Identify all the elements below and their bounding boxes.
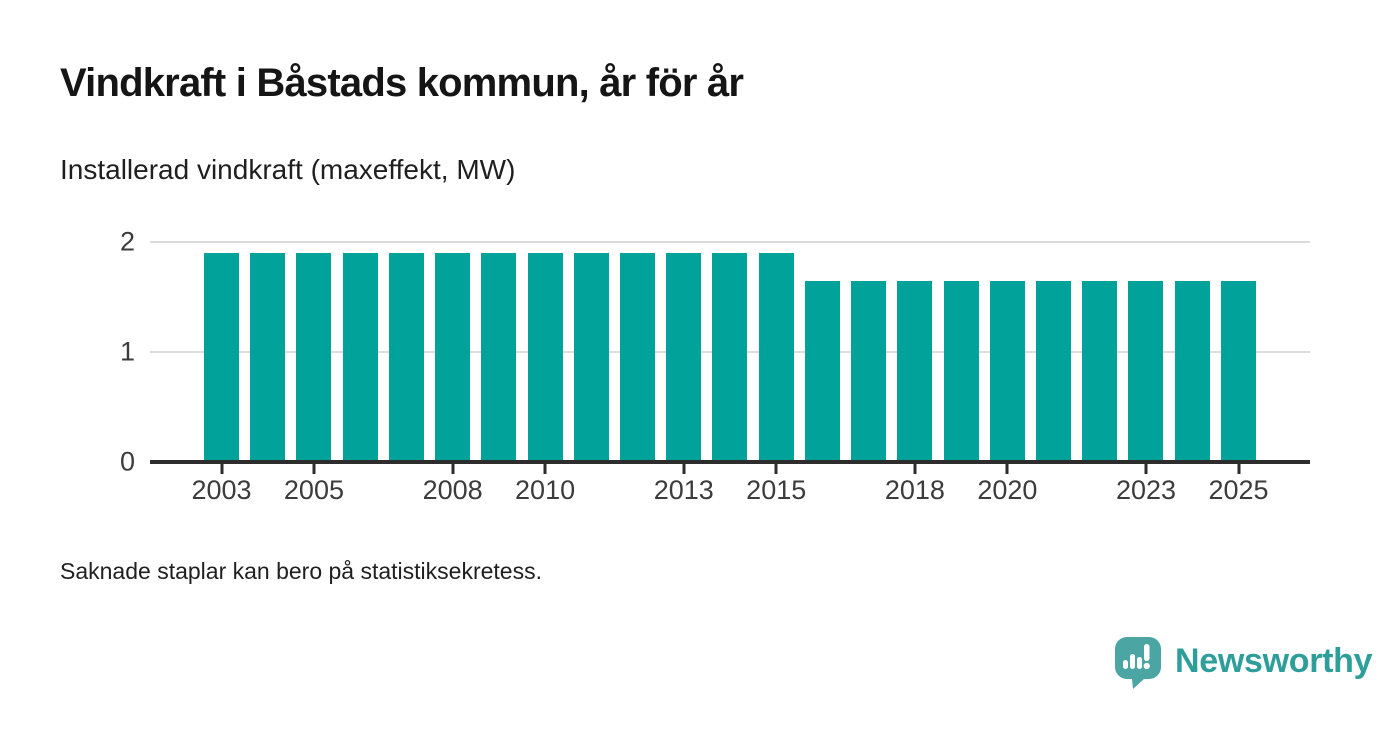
x-tick-2003 bbox=[220, 464, 223, 474]
bar-series bbox=[204, 242, 1256, 462]
x-tick-2015 bbox=[774, 464, 778, 474]
bar-2003 bbox=[204, 253, 239, 462]
x-axis-line bbox=[150, 460, 1310, 464]
y-axis-label-1: 1 bbox=[119, 336, 135, 367]
bar-2023 bbox=[1128, 280, 1164, 462]
bar-2024 bbox=[1174, 280, 1210, 462]
bar-2018 bbox=[897, 280, 933, 462]
x-tick-2018 bbox=[913, 464, 917, 474]
bar-2004 bbox=[250, 253, 286, 462]
x-tick-2025 bbox=[1237, 464, 1240, 474]
bar-2021 bbox=[1035, 280, 1071, 462]
bar-2008 bbox=[435, 253, 471, 462]
bar-chart-plot-area: 0 1 2 2003 2005 2008 2010 2013 2015 2018 2020 2023… bbox=[120, 228, 1310, 504]
bar-2012 bbox=[619, 253, 655, 462]
footnote: Saknade staplar kan bero på statistiksek… bbox=[60, 558, 542, 584]
bar-2015 bbox=[758, 253, 794, 462]
y-axis-label-0: 0 bbox=[119, 446, 135, 477]
x-axis-label-2003: 2003 bbox=[191, 475, 252, 505]
bar-2019 bbox=[943, 280, 979, 462]
bar-2014 bbox=[712, 253, 748, 462]
chart-title: Vindkraft i Båstads kommun, år för år bbox=[60, 61, 744, 105]
bar-2011 bbox=[573, 253, 609, 462]
x-axis-label-2018: 2018 bbox=[884, 475, 945, 505]
gridline-y-2 bbox=[150, 241, 1310, 243]
x-axis-label-2013: 2013 bbox=[653, 475, 714, 505]
x-axis-label-2005: 2005 bbox=[283, 475, 344, 505]
x-axis-label-2025: 2025 bbox=[1208, 475, 1269, 505]
bar-2007 bbox=[388, 253, 424, 462]
newsworthy-logo-icon bbox=[1115, 637, 1161, 689]
bar-2017 bbox=[851, 280, 887, 462]
x-tick-2005 bbox=[312, 464, 316, 474]
bar-2005 bbox=[296, 253, 332, 462]
bar-2009 bbox=[481, 253, 517, 462]
newsworthy-logo-text: Newsworthy bbox=[1175, 642, 1373, 680]
bar-2006 bbox=[342, 253, 378, 462]
x-tick-2008 bbox=[451, 464, 455, 474]
x-axis-label-2008: 2008 bbox=[422, 475, 483, 505]
x-axis-label-2010: 2010 bbox=[515, 475, 576, 505]
newsworthy-logo: Newsworthy bbox=[1114, 636, 1373, 690]
x-tick-2023 bbox=[1144, 464, 1148, 474]
bar-2025 bbox=[1220, 280, 1256, 462]
bar-2016 bbox=[804, 280, 840, 462]
bar-2010 bbox=[527, 253, 563, 462]
bar-2020 bbox=[989, 280, 1025, 462]
bar-2022 bbox=[1082, 280, 1118, 462]
x-axis-label-2020: 2020 bbox=[977, 475, 1038, 505]
x-tick-2013 bbox=[682, 464, 686, 474]
x-axis-label-2015: 2015 bbox=[746, 475, 807, 505]
x-axis-label-2023: 2023 bbox=[1115, 475, 1177, 505]
x-tick-2010 bbox=[543, 464, 547, 474]
chart-subtitle: Installerad vindkraft (maxeffekt, MW) bbox=[60, 154, 516, 185]
x-tick-2020 bbox=[1005, 464, 1009, 474]
y-axis-label-2: 2 bbox=[119, 226, 135, 257]
bar-2013 bbox=[666, 253, 702, 462]
